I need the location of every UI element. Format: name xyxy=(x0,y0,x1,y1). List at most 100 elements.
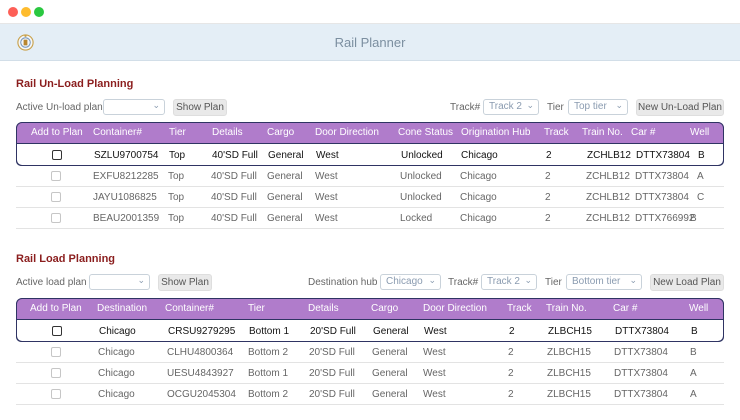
load-show-plan-button[interactable]: Show Plan xyxy=(158,274,212,291)
app-header: Rail Planner xyxy=(0,24,740,61)
cell-door: West xyxy=(423,389,446,400)
load-track-select[interactable]: Track 2 ⌄ xyxy=(481,274,537,290)
cell-tier: Bottom 1 xyxy=(248,368,289,379)
maximize-window-button[interactable] xyxy=(34,7,44,17)
col-track: Track xyxy=(544,127,569,138)
add-to-plan-checkbox[interactable] xyxy=(51,213,61,223)
destination-hub-label: Destination hub xyxy=(308,277,378,288)
cell-cargo: General xyxy=(372,347,408,358)
cell-tier: Top xyxy=(168,213,185,224)
destination-hub-select[interactable]: Chicago ⌄ xyxy=(380,274,441,290)
table-row[interactable]: Chicago OCGU2045304 Bottom 2 20'SD Full … xyxy=(16,384,724,405)
cell-cargo: General xyxy=(372,368,408,379)
unload-table: Add to Plan Container# Tier Details Carg… xyxy=(16,122,724,230)
table-row[interactable]: SZLU9700754 Top 40'SD Full General West … xyxy=(16,143,724,166)
table-row[interactable]: Chicago UESU4843927 Bottom 1 20'SD Full … xyxy=(16,363,724,384)
new-load-plan-button[interactable]: New Load Plan xyxy=(650,274,724,291)
col-cone-status: Cone Status xyxy=(398,127,454,138)
load-table: Add to Plan Destination Container# Tier … xyxy=(16,298,724,406)
cell-destination: Chicago xyxy=(99,326,136,337)
cell-container: SZLU9700754 xyxy=(94,150,159,161)
cell-door: West xyxy=(423,368,446,379)
cell-door: West xyxy=(315,171,338,182)
cell-cone: Unlocked xyxy=(400,171,442,182)
add-to-plan-checkbox[interactable] xyxy=(51,192,61,202)
active-load-plan-select[interactable]: ⌄ xyxy=(89,274,150,290)
cell-container: OCGU2045304 xyxy=(167,389,236,400)
cell-cargo: General xyxy=(268,150,304,161)
cell-car: DTTX766992 xyxy=(635,213,695,224)
table-row[interactable]: Chicago CRSU9279295 Bottom 1 20'SD Full … xyxy=(16,319,724,342)
active-unload-plan-select[interactable]: ⌄ xyxy=(103,99,165,115)
unload-table-header: Add to Plan Container# Tier Details Carg… xyxy=(16,122,724,143)
unload-tier-select[interactable]: Top tier ⌄ xyxy=(568,99,628,115)
cell-well: B xyxy=(690,213,697,224)
add-to-plan-checkbox[interactable] xyxy=(52,150,62,160)
window-titlebar xyxy=(0,0,740,24)
cell-track: 2 xyxy=(508,389,514,400)
cell-tier: Top xyxy=(169,150,186,161)
cell-hub: Chicago xyxy=(460,192,497,203)
cell-container: BEAU2001359 xyxy=(93,213,160,224)
cell-well: A xyxy=(690,389,697,400)
unload-show-plan-button[interactable]: Show Plan xyxy=(173,99,227,116)
chevron-down-icon: ⌄ xyxy=(524,275,532,285)
chevron-down-icon: ⌄ xyxy=(526,100,534,110)
unload-tier-label: Tier xyxy=(547,102,564,113)
cell-train: ZLBCH15 xyxy=(547,368,591,379)
cell-container: UESU4843927 xyxy=(167,368,234,379)
cell-cone: Unlocked xyxy=(400,192,442,203)
unload-track-select[interactable]: Track 2 ⌄ xyxy=(483,99,539,115)
cell-car: DTTX73804 xyxy=(636,150,690,161)
active-load-plan-label: Active load plan xyxy=(16,277,87,288)
cell-train: ZLBCH15 xyxy=(547,347,591,358)
cell-track: 2 xyxy=(508,368,514,379)
col-details: Details xyxy=(212,127,243,138)
add-to-plan-checkbox[interactable] xyxy=(51,171,61,181)
cell-destination: Chicago xyxy=(98,389,135,400)
cell-tier: Bottom 2 xyxy=(248,389,289,400)
cell-car: DTTX73804 xyxy=(635,192,689,203)
col-origination-hub: Origination Hub xyxy=(461,127,531,138)
add-to-plan-checkbox[interactable] xyxy=(52,326,62,336)
cell-well: A xyxy=(697,171,704,182)
new-unload-plan-button[interactable]: New Un-Load Plan xyxy=(636,99,724,116)
add-to-plan-checkbox[interactable] xyxy=(51,347,61,357)
cell-car: DTTX73804 xyxy=(614,347,668,358)
cell-well: B xyxy=(690,347,697,358)
table-row[interactable]: EXFU8212285 Top 40'SD Full General West … xyxy=(16,166,724,187)
minimize-window-button[interactable] xyxy=(21,7,31,17)
cell-train: ZLBCH15 xyxy=(547,389,591,400)
cell-door: West xyxy=(424,326,447,337)
load-track-label: Track# xyxy=(448,277,479,288)
col-add-to-plan: Add to Plan xyxy=(30,303,82,314)
cell-container: CRSU9279295 xyxy=(168,326,236,337)
table-row[interactable]: JAYU1086825 Top 40'SD Full General West … xyxy=(16,187,724,208)
cell-car: DTTX73804 xyxy=(614,389,668,400)
cell-container: JAYU1086825 xyxy=(93,192,157,203)
cell-track: 2 xyxy=(546,150,552,161)
unload-section-title: Rail Un-Load Planning xyxy=(16,78,134,90)
add-to-plan-checkbox[interactable] xyxy=(51,389,61,399)
col-add-to-plan: Add to Plan xyxy=(31,127,83,138)
table-row[interactable]: BEAU2001359 Top 40'SD Full General West … xyxy=(16,208,724,229)
cell-well: A xyxy=(690,368,697,379)
cell-door: West xyxy=(315,192,338,203)
cell-track: 2 xyxy=(509,326,515,337)
cell-cargo: General xyxy=(373,326,409,337)
load-tier-select[interactable]: Bottom tier ⌄ xyxy=(566,274,642,290)
col-tier: Tier xyxy=(248,303,265,314)
table-row[interactable]: Chicago CLHU4800364 Bottom 2 20'SD Full … xyxy=(16,342,724,363)
chevron-down-icon: ⌄ xyxy=(137,275,145,285)
chevron-down-icon: ⌄ xyxy=(428,275,436,285)
cell-container: EXFU8212285 xyxy=(93,171,159,182)
chevron-down-icon: ⌄ xyxy=(615,100,623,110)
cell-destination: Chicago xyxy=(98,347,135,358)
chevron-down-icon: ⌄ xyxy=(629,275,637,285)
close-window-button[interactable] xyxy=(8,7,18,17)
col-train-no: Train No. xyxy=(582,127,623,138)
load-section-title: Rail Load Planning xyxy=(16,253,116,265)
cell-car: DTTX73804 xyxy=(614,368,668,379)
cell-details: 20'SD Full xyxy=(309,347,355,358)
add-to-plan-checkbox[interactable] xyxy=(51,368,61,378)
